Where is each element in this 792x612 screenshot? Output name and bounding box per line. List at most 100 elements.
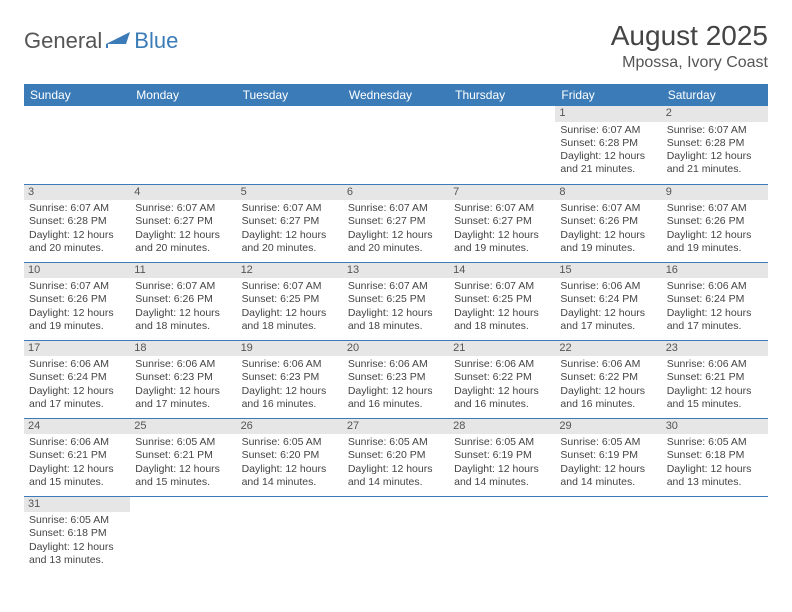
day-cell: 28Sunrise: 6:05 AMSunset: 6:19 PMDayligh…	[449, 418, 555, 496]
sunrise-line: Sunrise: 6:06 AM	[667, 358, 763, 371]
day-number: 31	[24, 497, 130, 513]
sunset-line: Sunset: 6:21 PM	[135, 449, 231, 462]
day-number: 16	[662, 263, 768, 279]
week-row: 17Sunrise: 6:06 AMSunset: 6:24 PMDayligh…	[24, 340, 768, 418]
day-details: Sunrise: 6:05 AMSunset: 6:18 PMDaylight:…	[28, 514, 126, 567]
empty-cell	[449, 106, 555, 184]
sunrise-line: Sunrise: 6:07 AM	[242, 280, 338, 293]
day-number: 29	[555, 419, 661, 435]
day-number: 6	[343, 185, 449, 201]
day-details: Sunrise: 6:06 AMSunset: 6:21 PMDaylight:…	[666, 358, 764, 411]
daylight-line: Daylight: 12 hours and 17 minutes.	[135, 385, 231, 411]
sunrise-line: Sunrise: 6:05 AM	[242, 436, 338, 449]
sunset-line: Sunset: 6:27 PM	[242, 215, 338, 228]
sunset-line: Sunset: 6:26 PM	[29, 293, 125, 306]
title-block: August 2025 Mpossa, Ivory Coast	[611, 20, 768, 72]
sunrise-line: Sunrise: 6:06 AM	[560, 358, 656, 371]
sunset-line: Sunset: 6:26 PM	[560, 215, 656, 228]
sunset-line: Sunset: 6:23 PM	[135, 371, 231, 384]
daylight-line: Daylight: 12 hours and 17 minutes.	[560, 307, 656, 333]
day-number: 4	[130, 185, 236, 201]
day-number: 11	[130, 263, 236, 279]
page-header: General Blue August 2025 Mpossa, Ivory C…	[24, 20, 768, 72]
day-number: 1	[555, 106, 661, 122]
day-details: Sunrise: 6:05 AMSunset: 6:18 PMDaylight:…	[666, 436, 764, 489]
day-details: Sunrise: 6:07 AMSunset: 6:26 PMDaylight:…	[134, 280, 232, 333]
week-row: 1Sunrise: 6:07 AMSunset: 6:28 PMDaylight…	[24, 106, 768, 184]
sunrise-line: Sunrise: 6:05 AM	[29, 514, 125, 527]
sunrise-line: Sunrise: 6:07 AM	[348, 280, 444, 293]
sunset-line: Sunset: 6:25 PM	[454, 293, 550, 306]
day-number: 2	[662, 106, 768, 122]
month-title: August 2025	[611, 20, 768, 52]
sunset-line: Sunset: 6:27 PM	[454, 215, 550, 228]
day-cell: 3Sunrise: 6:07 AMSunset: 6:28 PMDaylight…	[24, 184, 130, 262]
day-details: Sunrise: 6:07 AMSunset: 6:27 PMDaylight:…	[453, 202, 551, 255]
day-details: Sunrise: 6:07 AMSunset: 6:26 PMDaylight:…	[666, 202, 764, 255]
day-cell: 6Sunrise: 6:07 AMSunset: 6:27 PMDaylight…	[343, 184, 449, 262]
sunrise-line: Sunrise: 6:07 AM	[667, 202, 763, 215]
sunset-line: Sunset: 6:28 PM	[29, 215, 125, 228]
empty-cell	[555, 496, 661, 574]
day-header-sunday: Sunday	[24, 84, 130, 106]
day-cell: 16Sunrise: 6:06 AMSunset: 6:24 PMDayligh…	[662, 262, 768, 340]
sunrise-line: Sunrise: 6:06 AM	[135, 358, 231, 371]
day-cell: 20Sunrise: 6:06 AMSunset: 6:23 PMDayligh…	[343, 340, 449, 418]
day-cell: 19Sunrise: 6:06 AMSunset: 6:23 PMDayligh…	[237, 340, 343, 418]
day-details: Sunrise: 6:06 AMSunset: 6:22 PMDaylight:…	[559, 358, 657, 411]
day-cell: 14Sunrise: 6:07 AMSunset: 6:25 PMDayligh…	[449, 262, 555, 340]
day-details: Sunrise: 6:06 AMSunset: 6:23 PMDaylight:…	[241, 358, 339, 411]
sunset-line: Sunset: 6:19 PM	[454, 449, 550, 462]
day-number: 15	[555, 263, 661, 279]
daylight-line: Daylight: 12 hours and 15 minutes.	[29, 463, 125, 489]
day-header-friday: Friday	[555, 84, 661, 106]
sunrise-line: Sunrise: 6:07 AM	[348, 202, 444, 215]
logo-text-general: General	[24, 28, 102, 54]
day-header-monday: Monday	[130, 84, 236, 106]
day-cell: 15Sunrise: 6:06 AMSunset: 6:24 PMDayligh…	[555, 262, 661, 340]
week-row: 31Sunrise: 6:05 AMSunset: 6:18 PMDayligh…	[24, 496, 768, 574]
sunrise-line: Sunrise: 6:05 AM	[135, 436, 231, 449]
day-number: 30	[662, 419, 768, 435]
sunrise-line: Sunrise: 6:07 AM	[135, 202, 231, 215]
day-number: 3	[24, 185, 130, 201]
day-header-thursday: Thursday	[449, 84, 555, 106]
day-cell: 21Sunrise: 6:06 AMSunset: 6:22 PMDayligh…	[449, 340, 555, 418]
daylight-line: Daylight: 12 hours and 20 minutes.	[135, 229, 231, 255]
sunset-line: Sunset: 6:21 PM	[29, 449, 125, 462]
sunrise-line: Sunrise: 6:07 AM	[29, 280, 125, 293]
day-cell: 5Sunrise: 6:07 AMSunset: 6:27 PMDaylight…	[237, 184, 343, 262]
sunset-line: Sunset: 6:27 PM	[348, 215, 444, 228]
daylight-line: Daylight: 12 hours and 18 minutes.	[242, 307, 338, 333]
day-number: 12	[237, 263, 343, 279]
day-number: 28	[449, 419, 555, 435]
daylight-line: Daylight: 12 hours and 16 minutes.	[242, 385, 338, 411]
day-number: 17	[24, 341, 130, 357]
sunrise-line: Sunrise: 6:07 AM	[560, 202, 656, 215]
day-cell: 23Sunrise: 6:06 AMSunset: 6:21 PMDayligh…	[662, 340, 768, 418]
day-details: Sunrise: 6:07 AMSunset: 6:25 PMDaylight:…	[347, 280, 445, 333]
sunset-line: Sunset: 6:28 PM	[560, 137, 656, 150]
day-number: 24	[24, 419, 130, 435]
day-cell: 27Sunrise: 6:05 AMSunset: 6:20 PMDayligh…	[343, 418, 449, 496]
sunrise-line: Sunrise: 6:07 AM	[454, 280, 550, 293]
sunrise-line: Sunrise: 6:06 AM	[560, 280, 656, 293]
daylight-line: Daylight: 12 hours and 20 minutes.	[242, 229, 338, 255]
day-cell: 30Sunrise: 6:05 AMSunset: 6:18 PMDayligh…	[662, 418, 768, 496]
day-cell: 31Sunrise: 6:05 AMSunset: 6:18 PMDayligh…	[24, 496, 130, 574]
day-cell: 22Sunrise: 6:06 AMSunset: 6:22 PMDayligh…	[555, 340, 661, 418]
week-row: 24Sunrise: 6:06 AMSunset: 6:21 PMDayligh…	[24, 418, 768, 496]
day-details: Sunrise: 6:06 AMSunset: 6:24 PMDaylight:…	[28, 358, 126, 411]
daylight-line: Daylight: 12 hours and 14 minutes.	[242, 463, 338, 489]
sunset-line: Sunset: 6:23 PM	[348, 371, 444, 384]
day-details: Sunrise: 6:05 AMSunset: 6:20 PMDaylight:…	[241, 436, 339, 489]
day-cell: 9Sunrise: 6:07 AMSunset: 6:26 PMDaylight…	[662, 184, 768, 262]
daylight-line: Daylight: 12 hours and 13 minutes.	[667, 463, 763, 489]
day-number: 7	[449, 185, 555, 201]
day-number: 9	[662, 185, 768, 201]
day-number: 10	[24, 263, 130, 279]
sunset-line: Sunset: 6:25 PM	[348, 293, 444, 306]
sunset-line: Sunset: 6:28 PM	[667, 137, 763, 150]
day-details: Sunrise: 6:07 AMSunset: 6:27 PMDaylight:…	[347, 202, 445, 255]
day-number: 13	[343, 263, 449, 279]
